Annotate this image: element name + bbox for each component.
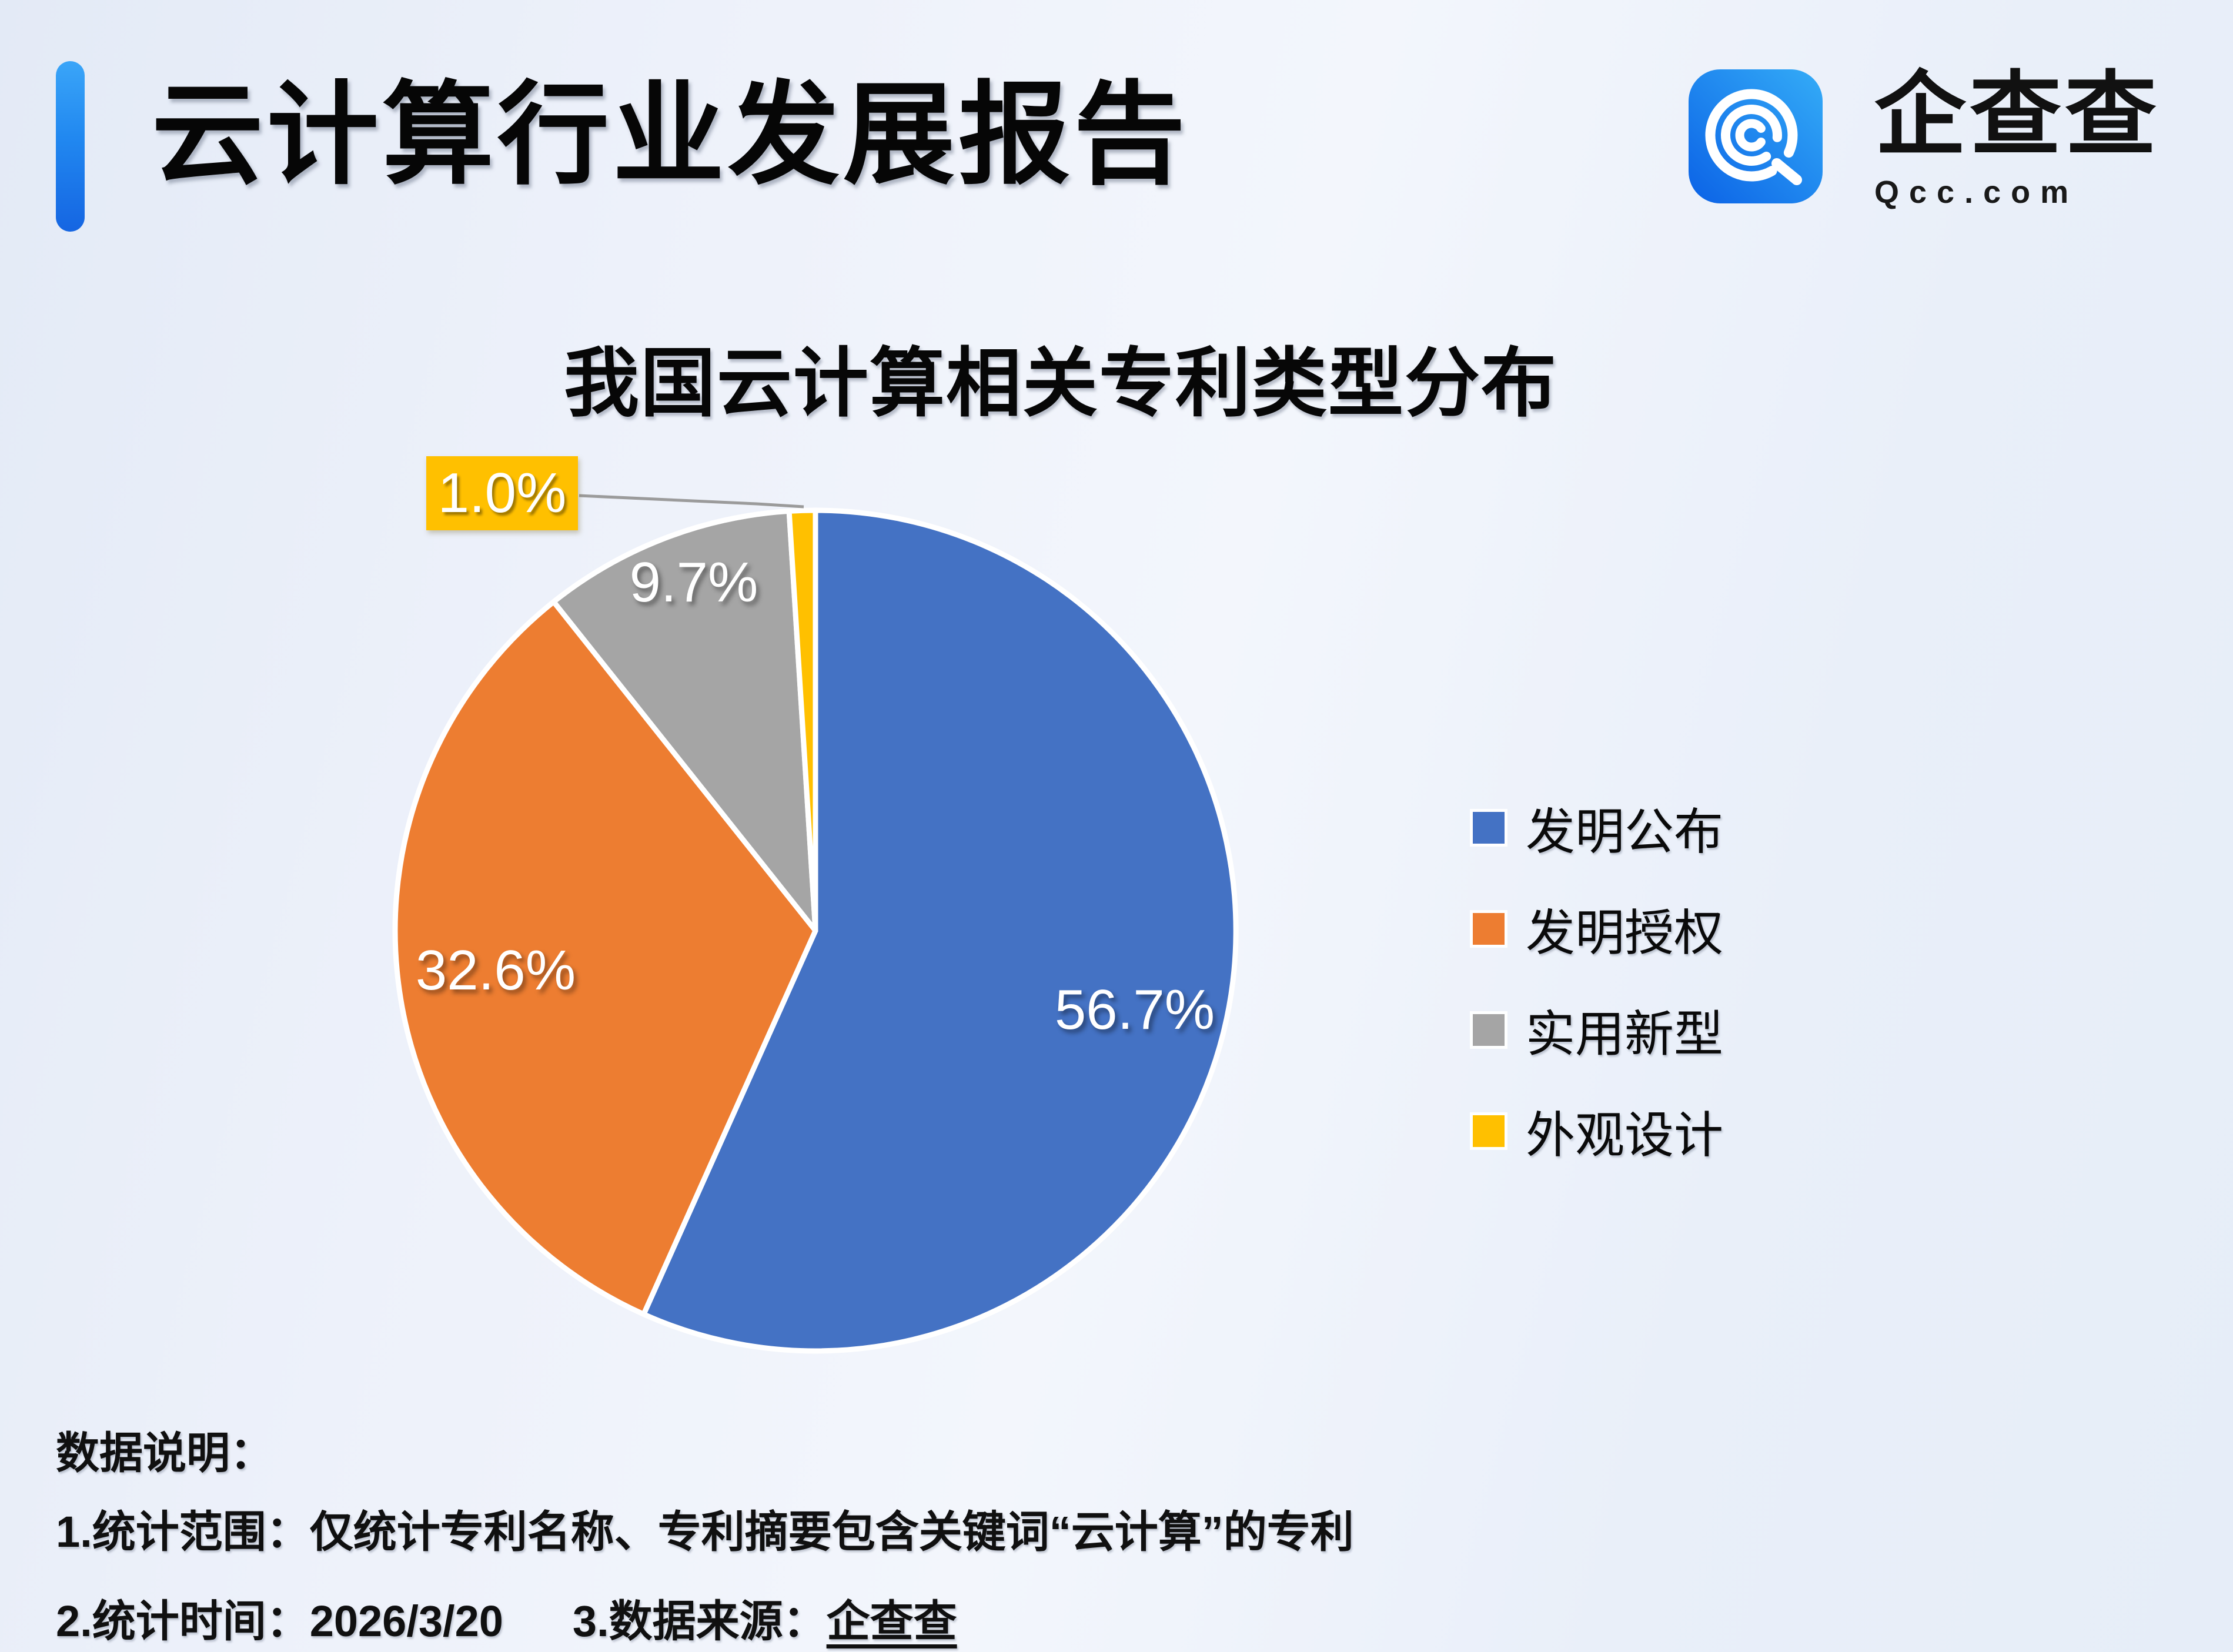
note-statistic-time: 2.统计时间：2026/3/20 [56,1597,503,1646]
legend-item-utility-model: 实用新型 [1470,979,1724,1081]
notes-heading: 数据说明： [56,1429,273,1477]
legend-label: 实用新型 [1526,1006,1724,1062]
pie-chart: 56.7% 32.6% 9.7% [392,494,1239,1354]
note-statistic-scope: 1.统计范围：仅统计专利名称、专利摘要包含关键词“云计算”的专利 [56,1507,1354,1556]
header-accent-bar [56,61,85,232]
legend-label: 外观设计 [1526,1107,1724,1163]
pie-label-invention-granted: 32.6% [416,939,576,1002]
page-title: 云计算行业发展报告 [152,73,1189,198]
legend-swatch-yellow [1470,1112,1507,1150]
logo-domain: Qcc.com [1874,175,2079,210]
note-time-and-source: 2.统计时间：2026/3/20 3.数据来源：企查查 [56,1586,957,1649]
magnifier-spiral-glyph [1705,89,1802,185]
legend-label: 发明公布 [1526,804,1724,860]
legend-swatch-blue [1470,809,1507,847]
chart-title: 我国云计算相关专利类型分布 [563,342,1557,426]
legend-swatch-gray [1470,1011,1507,1049]
pie-label-design: 1.0% [437,462,567,524]
legend-item-invention-granted: 发明授权 [1470,878,1724,979]
pie-slice-utility-model [551,508,818,934]
chart-legend: 发明公布 发明授权 实用新型 外观设计 [1470,777,1724,1182]
pie-slice-invention-published [641,507,1239,1354]
qcc-logo-icon [1689,69,1823,203]
note-source-prefix: 3.数据来源： [572,1597,827,1646]
qcc-logo: 企查查 Qcc.com [1689,69,2160,210]
logo-text-block: 企查查 Qcc.com [1874,69,2160,210]
callout-label-box: 1.0% [426,456,578,530]
legend-label: 发明授权 [1526,905,1724,961]
legend-item-design: 外观设计 [1470,1081,1724,1182]
logo-company-name: 企查查 [1874,64,2160,166]
note-source-name: 企查查 [826,1597,957,1646]
pie-label-invention-published: 56.7% [1055,978,1215,1041]
pie-slice-invention-granted [392,599,818,1317]
pie-label-utility-model: 9.7% [630,551,758,614]
callout-leader-line [579,494,804,509]
pie-slice-design [786,507,818,934]
legend-item-invention-published: 发明公布 [1470,777,1724,878]
legend-swatch-orange [1470,910,1507,948]
